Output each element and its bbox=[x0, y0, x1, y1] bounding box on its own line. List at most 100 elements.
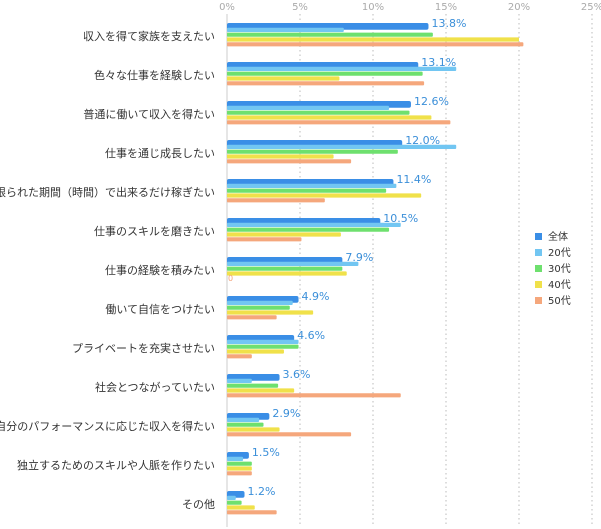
bar bbox=[227, 232, 341, 237]
bar bbox=[227, 422, 264, 427]
legend-label: 30代 bbox=[548, 263, 571, 275]
legend-swatch bbox=[535, 249, 542, 256]
bar bbox=[227, 310, 314, 315]
bar bbox=[227, 393, 401, 398]
category-label: 自分のパフォーマンスに応じた収入を得たい bbox=[0, 419, 215, 433]
bar bbox=[227, 417, 260, 422]
category-label: 収入を得て家族を支えたい bbox=[83, 29, 215, 43]
legend-swatch bbox=[535, 297, 542, 304]
bar bbox=[227, 105, 390, 110]
legend: 全体 20代 30代 40代 50代 bbox=[535, 230, 571, 307]
grid-lines bbox=[226, 14, 593, 527]
bar bbox=[227, 227, 390, 232]
category-label: 働いて自信をつけたい bbox=[105, 303, 215, 316]
bar bbox=[227, 81, 425, 86]
data-label: 1.2% bbox=[248, 485, 276, 498]
bar bbox=[227, 344, 299, 349]
bar bbox=[227, 198, 325, 203]
bar bbox=[227, 427, 280, 432]
bar bbox=[227, 456, 244, 461]
data-label: 11.4% bbox=[396, 173, 431, 186]
data-labels: 13.8% 13.1% 12.6% 12.0% 11.4% 10.5% 7.9% 4.9% 4.… bbox=[228, 17, 466, 498]
legend-label: 全体 bbox=[548, 230, 568, 243]
bar bbox=[227, 110, 410, 115]
data-label: 13.1% bbox=[421, 56, 456, 69]
bar bbox=[227, 505, 255, 510]
bar bbox=[227, 154, 334, 159]
bars bbox=[227, 23, 524, 515]
bar bbox=[227, 349, 284, 354]
legend-swatch bbox=[535, 233, 542, 240]
bar bbox=[227, 432, 352, 437]
bar bbox=[227, 193, 422, 198]
bar bbox=[227, 222, 401, 227]
bar bbox=[227, 120, 451, 125]
bar bbox=[227, 149, 398, 154]
x-tick-label: 15% bbox=[435, 2, 457, 13]
bar bbox=[227, 471, 252, 476]
x-tick-label: 20% bbox=[508, 2, 530, 13]
bar bbox=[227, 461, 252, 466]
category-label: 社会とつながっていたい bbox=[95, 380, 215, 394]
category-label: 仕事を通じ成長したい bbox=[105, 147, 215, 160]
category-label: その他 bbox=[182, 498, 215, 511]
category-label: 仕事のスキルを磨きたい bbox=[94, 225, 215, 238]
x-tick-label: 25% bbox=[581, 2, 601, 13]
bar bbox=[227, 300, 293, 305]
data-label: 12.0% bbox=[405, 134, 440, 147]
bar bbox=[227, 76, 340, 81]
bar bbox=[227, 144, 457, 149]
data-label: 7.9% bbox=[345, 251, 373, 264]
data-label: 12.6% bbox=[414, 95, 449, 108]
zero-value-label: 0 bbox=[228, 274, 233, 283]
category-labels: 収入を得て家族を支えたい色々な仕事を経験したい普通に働いて収入を得たい仕事を通じ… bbox=[0, 29, 215, 511]
data-label: 4.9% bbox=[302, 290, 330, 303]
bar bbox=[227, 315, 277, 320]
bar bbox=[227, 378, 252, 383]
bar bbox=[227, 37, 519, 42]
bar bbox=[227, 32, 433, 37]
legend-label: 20代 bbox=[548, 247, 571, 259]
legend-swatch bbox=[535, 265, 542, 272]
category-label: 色々な仕事を経験したい bbox=[94, 68, 215, 82]
data-label: 4.6% bbox=[297, 329, 325, 342]
bar bbox=[227, 261, 359, 266]
x-tick-label: 10% bbox=[362, 2, 384, 13]
category-label: 独立するためのスキルや人脈を作りたい bbox=[17, 458, 215, 472]
bar bbox=[227, 354, 252, 359]
data-label: 1.5% bbox=[252, 446, 280, 459]
bar bbox=[227, 388, 295, 393]
x-axis-ticks: 0% 5% 10% 15% 20% 25% bbox=[219, 2, 601, 13]
category-label: プライベートを充実させたい bbox=[72, 341, 215, 355]
data-label: 13.8% bbox=[431, 17, 466, 30]
bar bbox=[227, 510, 277, 515]
bar bbox=[227, 466, 252, 471]
x-tick-label: 0% bbox=[219, 2, 235, 13]
category-label: 普通に働いて収入を得たい bbox=[83, 107, 215, 121]
bar bbox=[227, 66, 457, 71]
data-label: 10.5% bbox=[383, 212, 418, 225]
legend-label: 40代 bbox=[548, 279, 571, 291]
bar bbox=[227, 339, 299, 344]
bar bbox=[227, 115, 432, 120]
bar bbox=[227, 159, 352, 164]
bar bbox=[227, 305, 290, 310]
legend-swatch bbox=[535, 281, 542, 288]
x-tick-label: 5% bbox=[292, 2, 308, 13]
bar bbox=[227, 237, 302, 242]
bar bbox=[227, 183, 397, 188]
bar bbox=[227, 495, 236, 500]
bar bbox=[227, 42, 524, 47]
bar bbox=[227, 266, 343, 271]
bar bbox=[227, 271, 347, 276]
category-label: 仕事の経験を積みたい bbox=[105, 263, 215, 277]
bar bbox=[227, 71, 423, 76]
bar bbox=[227, 500, 242, 505]
bar bbox=[227, 383, 279, 388]
category-label: 限られた期間（時間）で出来るだけ稼ぎたい bbox=[0, 185, 215, 199]
data-label: 2.9% bbox=[272, 407, 300, 420]
bar bbox=[227, 188, 387, 193]
legend-label: 50代 bbox=[548, 295, 571, 307]
bar bbox=[227, 27, 344, 32]
